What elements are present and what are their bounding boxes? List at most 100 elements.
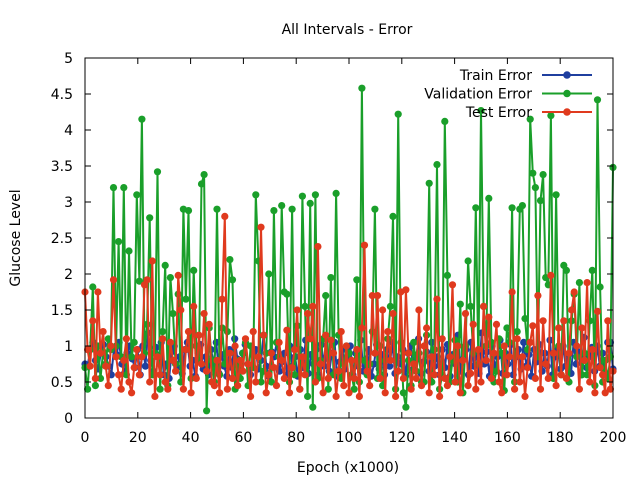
data-point bbox=[184, 328, 193, 336]
data-point bbox=[138, 353, 146, 361]
data-point bbox=[459, 356, 467, 364]
data-point bbox=[192, 374, 200, 382]
data-point bbox=[570, 288, 578, 296]
data-point bbox=[536, 197, 545, 205]
y-tick-label: 2.5 bbox=[51, 231, 73, 247]
x-tick-label: 120 bbox=[388, 430, 415, 446]
data-point bbox=[448, 281, 457, 289]
data-point bbox=[549, 349, 558, 357]
data-point bbox=[376, 374, 384, 382]
x-tick-label: 140 bbox=[441, 430, 468, 446]
data-point bbox=[285, 389, 294, 397]
data-point bbox=[96, 374, 105, 382]
data-point bbox=[174, 271, 182, 279]
data-point bbox=[332, 392, 340, 400]
y-tick-label: 1.5 bbox=[51, 303, 73, 319]
data-point bbox=[565, 349, 573, 357]
data-point bbox=[203, 407, 211, 415]
data-point bbox=[402, 286, 410, 294]
x-tick-label: 20 bbox=[129, 430, 147, 446]
data-point bbox=[547, 112, 555, 120]
data-point bbox=[495, 378, 503, 386]
data-point bbox=[102, 362, 110, 370]
data-point bbox=[596, 364, 604, 372]
data-point bbox=[599, 371, 607, 379]
data-point bbox=[456, 389, 464, 397]
data-point bbox=[244, 360, 252, 368]
data-point bbox=[389, 212, 397, 220]
data-point bbox=[309, 302, 317, 310]
data-point bbox=[146, 214, 154, 222]
series-2 bbox=[81, 212, 617, 400]
data-point bbox=[342, 342, 350, 350]
data-point bbox=[138, 115, 146, 123]
data-point bbox=[490, 349, 498, 357]
data-point bbox=[477, 378, 485, 386]
data-point bbox=[586, 378, 594, 386]
data-point bbox=[84, 385, 92, 393]
data-point bbox=[516, 378, 524, 386]
data-point bbox=[296, 385, 304, 393]
data-point bbox=[228, 374, 237, 382]
data-point bbox=[221, 212, 229, 220]
data-point bbox=[575, 279, 584, 287]
data-point bbox=[96, 349, 105, 357]
data-point bbox=[412, 374, 420, 382]
data-point bbox=[293, 306, 301, 314]
data-point bbox=[161, 378, 169, 386]
data-point bbox=[337, 328, 345, 336]
data-point bbox=[404, 349, 413, 357]
data-point bbox=[298, 192, 306, 200]
data-point bbox=[510, 385, 519, 393]
data-point bbox=[562, 266, 571, 274]
data-point bbox=[184, 207, 193, 215]
data-point bbox=[348, 356, 356, 364]
data-point bbox=[169, 356, 177, 364]
legend-swatch-marker bbox=[563, 71, 571, 79]
data-point bbox=[89, 283, 97, 291]
data-point bbox=[99, 328, 107, 336]
data-point bbox=[265, 270, 273, 278]
data-point bbox=[306, 199, 314, 207]
data-point bbox=[130, 364, 138, 372]
data-point bbox=[133, 346, 141, 354]
data-point bbox=[544, 374, 552, 382]
data-point bbox=[467, 302, 475, 310]
data-point bbox=[552, 382, 560, 390]
data-point bbox=[353, 346, 361, 354]
data-point bbox=[433, 295, 441, 303]
data-point bbox=[205, 320, 213, 328]
data-point bbox=[130, 338, 138, 346]
data-point bbox=[213, 205, 221, 213]
data-point bbox=[265, 371, 273, 379]
data-point bbox=[480, 302, 488, 310]
data-point bbox=[278, 202, 286, 210]
data-point bbox=[596, 283, 604, 291]
data-point bbox=[187, 389, 195, 397]
axes-layer: 0 20 40 60 80 100 120 140 160 180 200 0 0.5 1 1.5 2 2.5 3… bbox=[51, 51, 627, 446]
data-point bbox=[115, 238, 123, 246]
data-point bbox=[518, 202, 527, 210]
data-point bbox=[216, 389, 224, 397]
data-point bbox=[283, 290, 291, 298]
y-tick-label: 5 bbox=[64, 51, 73, 67]
data-point bbox=[272, 382, 281, 390]
data-point bbox=[234, 382, 242, 390]
data-point bbox=[580, 356, 589, 364]
data-point bbox=[236, 356, 244, 364]
data-point bbox=[239, 367, 247, 375]
chart-title: All Intervals - Error bbox=[282, 22, 413, 38]
x-tick-label: 0 bbox=[81, 430, 90, 446]
data-point bbox=[143, 276, 151, 284]
data-point bbox=[195, 331, 203, 339]
data-point bbox=[443, 271, 451, 279]
data-point bbox=[257, 223, 265, 231]
data-point bbox=[430, 371, 438, 379]
legend: Train Error Validation Error Test Error bbox=[424, 68, 592, 121]
data-point bbox=[394, 110, 402, 118]
data-point bbox=[314, 243, 322, 251]
legend-label: Validation Error bbox=[424, 87, 532, 103]
data-point bbox=[415, 306, 423, 314]
y-tick-label: 4 bbox=[64, 123, 73, 139]
